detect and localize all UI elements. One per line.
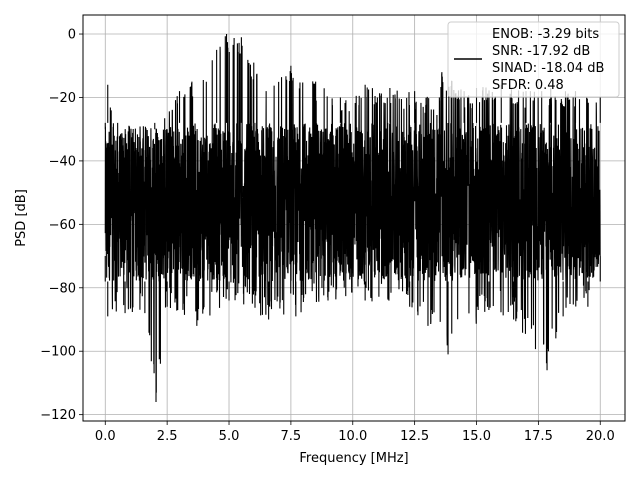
y-tick-label: −60 bbox=[49, 218, 76, 233]
x-tick-label: 20.0 bbox=[586, 429, 615, 444]
y-axis-ticks: 0 −20 −40 −60 −80 −100 −120 bbox=[40, 28, 83, 423]
y-tick-label: −80 bbox=[49, 281, 76, 296]
x-tick-label: 5.0 bbox=[219, 429, 240, 444]
series-layer bbox=[104, 34, 601, 402]
legend-line-snr: SNR: -17.92 dB bbox=[492, 44, 590, 59]
legend-line-enob: ENOB: -3.29 bits bbox=[492, 27, 599, 42]
legend: ENOB: -3.29 bits SNR: -17.92 dB SINAD: -… bbox=[447, 21, 620, 98]
x-tick-label: 7.5 bbox=[281, 429, 302, 444]
x-tick-label: 17.5 bbox=[524, 429, 553, 444]
y-tick-label: 0 bbox=[68, 28, 76, 43]
legend-line-sfdr: SFDR: 0.48 bbox=[492, 78, 564, 93]
x-tick-label: 15.0 bbox=[462, 429, 491, 444]
y-axis-label: PSD [dB] bbox=[14, 189, 29, 247]
x-tick-label: 10.0 bbox=[338, 429, 367, 444]
x-tick-label: 12.5 bbox=[400, 429, 429, 444]
y-tick-label: −100 bbox=[40, 345, 76, 360]
x-tick-label: 2.5 bbox=[157, 429, 178, 444]
axes-frame bbox=[82, 14, 626, 422]
legend-line-sinad: SINAD: -18.04 dB bbox=[492, 61, 604, 76]
y-tick-label: −120 bbox=[40, 408, 76, 423]
x-axis-ticks: 0.0 2.5 5.0 7.5 10.0 12.5 15.0 17.5 20.0 bbox=[95, 421, 615, 444]
x-tick-label: 0.0 bbox=[95, 429, 116, 444]
x-axis-label: Frequency [MHz] bbox=[299, 451, 408, 466]
y-tick-label: −40 bbox=[49, 154, 76, 169]
y-tick-label: −20 bbox=[49, 91, 76, 106]
psd-series-line bbox=[104, 34, 601, 402]
legend-box bbox=[447, 21, 620, 98]
